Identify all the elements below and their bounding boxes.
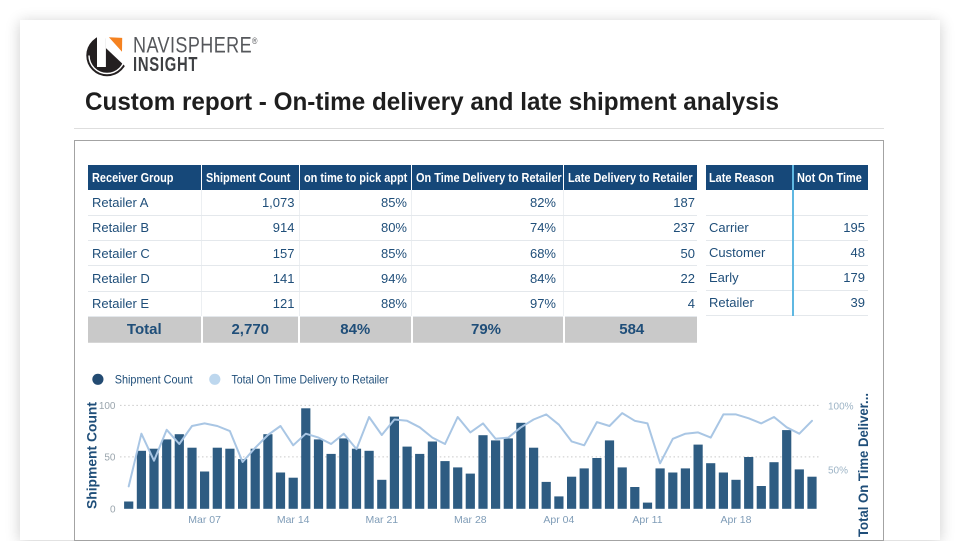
svg-text:Mar 07: Mar 07: [188, 514, 221, 526]
svg-text:Apr 18: Apr 18: [721, 514, 752, 526]
svg-text:50: 50: [104, 453, 116, 464]
svg-text:50%: 50%: [828, 466, 848, 477]
svg-text:100%: 100%: [828, 402, 854, 413]
svg-text:Shipment Count: Shipment Count: [85, 401, 100, 509]
svg-text:Total On Time Deliver...: Total On Time Deliver...: [856, 393, 871, 537]
svg-text:100: 100: [99, 401, 116, 412]
svg-text:Mar 21: Mar 21: [365, 514, 398, 526]
svg-text:Mar 14: Mar 14: [277, 514, 310, 526]
svg-text:Apr 04: Apr 04: [543, 514, 574, 526]
svg-text:Apr 11: Apr 11: [632, 514, 662, 526]
svg-text:Total On Time Delivery to Reta: Total On Time Delivery to Retailer: [232, 372, 389, 386]
svg-text:Shipment Count: Shipment Count: [115, 372, 194, 386]
svg-text:0: 0: [110, 504, 116, 515]
svg-text:Mar 28: Mar 28: [454, 514, 487, 526]
